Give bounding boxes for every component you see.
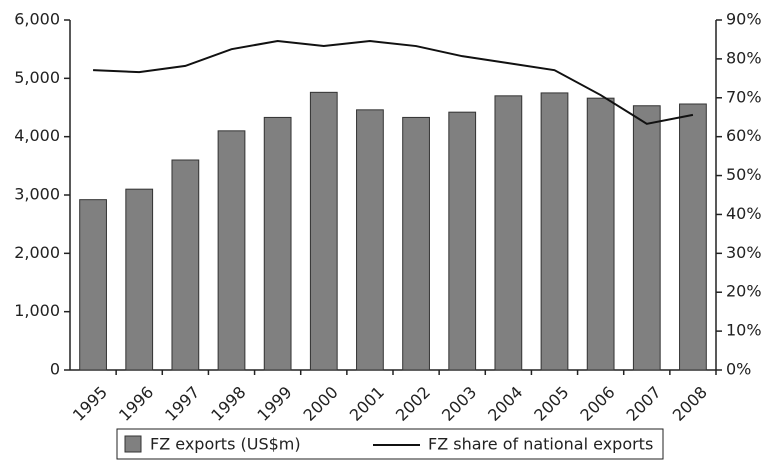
x-tick-label: 2000 — [300, 383, 342, 425]
legend-label: FZ share of national exports — [428, 435, 653, 454]
x-tick-label: 1995 — [69, 383, 111, 425]
y2-tick-label: 70% — [726, 87, 762, 106]
y-tick-label: 1,000 — [14, 301, 60, 320]
y2-tick-label: 10% — [726, 321, 762, 340]
y2-tick-label: 0% — [726, 360, 751, 379]
bar — [448, 111, 477, 371]
legend-swatch — [124, 435, 142, 453]
y-tick-label: 5,000 — [14, 68, 60, 87]
bar — [356, 109, 384, 371]
x-tick-label: 2004 — [484, 383, 526, 425]
x-tick-label: 1996 — [115, 383, 157, 425]
y-tick-label: 0 — [50, 360, 60, 379]
y-tick-label: 2,000 — [14, 243, 60, 262]
bar — [494, 95, 523, 371]
y2-tick-label: 50% — [726, 165, 762, 184]
y2-tick-label: 40% — [726, 204, 762, 223]
y2-tick-label: 20% — [726, 282, 762, 301]
bar — [263, 116, 292, 371]
x-tick-label: 1998 — [207, 383, 249, 425]
x-tick-label: 2002 — [392, 383, 434, 425]
y-tick-label: 6,000 — [14, 10, 60, 29]
x-tick-label: 2007 — [623, 383, 665, 425]
legend-label: FZ exports (US$m) — [150, 435, 301, 454]
bar — [217, 130, 246, 371]
x-tick-label: 1999 — [253, 383, 295, 425]
x-tick-label: 1997 — [161, 383, 203, 425]
y-tick-label: 4,000 — [14, 126, 60, 145]
y2-tick-label: 30% — [726, 243, 762, 262]
y-tick-label: 3,000 — [14, 185, 60, 204]
y2-tick-label: 80% — [726, 48, 762, 67]
bar — [586, 97, 615, 371]
x-tick-label: 2005 — [530, 383, 572, 425]
x-tick-label: 2008 — [669, 383, 711, 425]
bar — [171, 159, 200, 371]
y2-tick-label: 60% — [726, 126, 762, 145]
x-tick-label: 2006 — [576, 383, 618, 425]
bar — [402, 116, 430, 371]
line — [93, 39, 694, 125]
x-tick-label: 2003 — [438, 383, 480, 425]
bar — [632, 105, 661, 371]
y2-tick-label: 90% — [726, 10, 762, 29]
bar — [309, 91, 338, 371]
bar — [679, 103, 707, 371]
bar — [79, 199, 107, 371]
bar — [540, 92, 569, 371]
legend-box — [116, 428, 664, 460]
bar — [125, 188, 154, 371]
x-tick-label: 2001 — [346, 383, 388, 425]
